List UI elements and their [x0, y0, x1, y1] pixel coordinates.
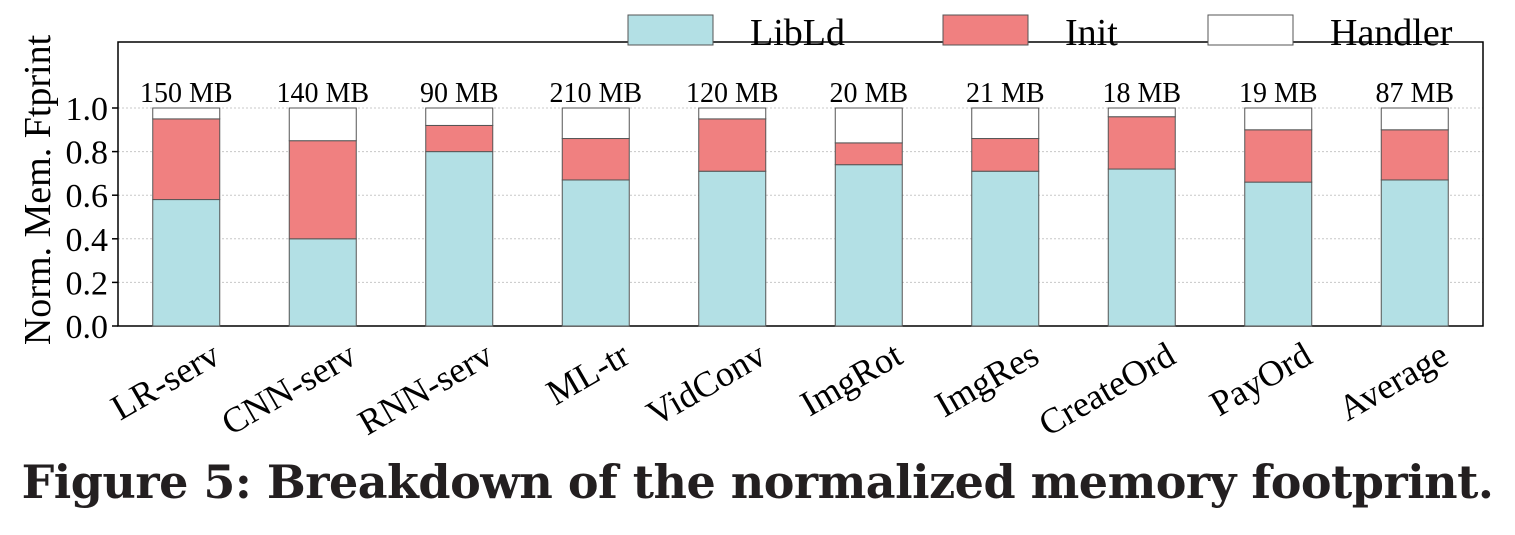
y-tick-label: 0.6 [66, 178, 109, 215]
bar-init [288, 140, 357, 240]
x-tick-label: LR-serv [104, 334, 226, 428]
y-tick-label: 0.2 [66, 265, 109, 302]
x-tick-label: CreateOrd [1032, 334, 1182, 444]
x-tick-label: CNN-serv [215, 334, 363, 443]
bar-libld [698, 170, 767, 327]
bar-total-label: 21 MB [966, 78, 1045, 109]
bar-libld [971, 170, 1040, 327]
bar-libld [1244, 181, 1313, 327]
x-tick-label: RNN-serv [351, 334, 499, 443]
bar-init [1107, 116, 1176, 170]
y-tick-label: 0.0 [66, 309, 109, 346]
bar-total-label: 19 MB [1239, 78, 1318, 109]
bar-init [698, 118, 767, 172]
bar-handler [1380, 107, 1449, 131]
bar-init [425, 124, 494, 153]
bar-total-label: 90 MB [420, 78, 499, 109]
x-tick-label: ImgRot [793, 334, 908, 424]
x-tick-label: PayOrd [1203, 334, 1318, 424]
y-tick-label: 1.0 [66, 91, 109, 128]
bar-handler [1107, 107, 1176, 118]
y-tick-label: 0.8 [66, 135, 109, 172]
bar-libld [152, 199, 221, 327]
bar-handler [288, 107, 357, 142]
plot-frame [117, 41, 1484, 327]
bar-init [561, 138, 630, 181]
bar-libld [834, 164, 903, 327]
legend-swatch-init [942, 14, 1029, 46]
bar-libld [1107, 168, 1176, 327]
bar-handler [561, 107, 630, 140]
figure-caption: Figure 5: Breakdown of the normalized me… [21, 455, 1494, 509]
bar-total-label: 150 MB [140, 78, 233, 109]
x-tick-label: ML-tr [540, 334, 636, 413]
bar-handler [152, 107, 221, 120]
bar-total-label: 210 MB [549, 78, 642, 109]
x-tick-label: VidConv [640, 334, 772, 434]
bar-init [834, 142, 903, 166]
bar-handler [425, 107, 494, 126]
bar-total-label: 18 MB [1102, 78, 1181, 109]
bar-total-label: 140 MB [276, 78, 369, 109]
legend-label-libld: LibLd [750, 12, 845, 54]
legend-label-handler: Handler [1330, 12, 1453, 54]
bar-init [971, 138, 1040, 172]
bar-total-label: 20 MB [829, 78, 908, 109]
bar-init [1380, 129, 1449, 181]
bar-handler [1244, 107, 1313, 131]
bar-libld [1380, 179, 1449, 327]
y-tick-label: 0.4 [66, 222, 109, 259]
bar-libld [561, 179, 630, 327]
x-tick-label: ImgRes [928, 334, 1045, 425]
bar-total-label: 120 MB [686, 78, 779, 109]
bar-handler [834, 107, 903, 144]
x-tick-label: Average [1331, 334, 1454, 428]
bar-init [152, 118, 221, 201]
legend-swatch-libld [627, 14, 714, 46]
bar-libld [425, 151, 494, 327]
bar-total-label: 87 MB [1375, 78, 1454, 109]
bar-init [1244, 129, 1313, 183]
bar-handler [698, 107, 767, 120]
bar-libld [288, 238, 357, 327]
bar-handler [971, 107, 1040, 140]
legend-label-init: Init [1065, 12, 1118, 54]
y-axis-label: Norm. Mem. Ftprint [17, 34, 59, 345]
legend-swatch-handler [1207, 14, 1294, 46]
